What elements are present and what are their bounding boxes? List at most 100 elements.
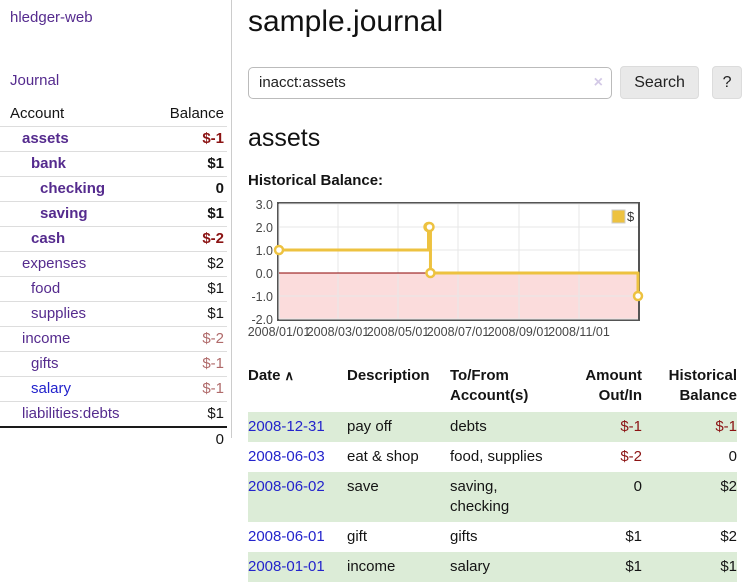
register-header-row: Date ∧ Description To/From Account(s) Amo… xyxy=(248,364,737,412)
sidebar-account-link[interactable]: cash xyxy=(31,230,66,247)
x-axis-tick-label: 2008/03/01 xyxy=(306,325,370,339)
sidebar-account-balance: 0 xyxy=(215,180,224,197)
sidebar-account-balance: $1 xyxy=(207,405,224,422)
x-axis-tick-label: 2008/07/01 xyxy=(426,325,490,339)
sidebar-account-row: checking 0 xyxy=(0,176,227,201)
sidebar-account-balance: $-1 xyxy=(202,355,224,372)
sidebar-account-link[interactable]: food xyxy=(31,280,61,297)
transaction-date-link[interactable]: 2008-06-01 xyxy=(248,528,325,545)
transaction-date-link[interactable]: 2008-06-03 xyxy=(248,448,325,465)
register-table: Date ∧ Description To/From Account(s) Amo… xyxy=(248,364,737,582)
column-header-date[interactable]: Date ∧ xyxy=(248,367,295,384)
transaction-amount: $1 xyxy=(625,558,642,575)
sidebar-account-link[interactable]: supplies xyxy=(31,305,87,322)
column-header-accounts: To/From Account(s) xyxy=(450,367,529,404)
transaction-description: save xyxy=(347,478,379,495)
sidebar-account-row: cash $-2 xyxy=(0,226,227,251)
y-axis-tick-label: 2.0 xyxy=(255,221,273,235)
sidebar-account-balance: $1 xyxy=(207,155,224,172)
y-axis-tick-label: -2.0 xyxy=(251,313,273,327)
sidebar-account-link[interactable]: expenses xyxy=(22,255,87,272)
x-axis-tick-label: 2008/05/01 xyxy=(366,325,430,339)
help-button[interactable]: ? xyxy=(712,66,742,99)
transaction-date-link[interactable]: 2008-06-02 xyxy=(248,478,325,495)
sidebar-account-row: saving $1 xyxy=(0,201,227,226)
transaction-balance: $-1 xyxy=(715,418,737,435)
column-header-balance: Historical Balance xyxy=(668,367,737,404)
sidebar-account-balance: $-2 xyxy=(202,230,224,247)
balance-column-header: Balance xyxy=(169,105,224,122)
sidebar-account-row: food $1 xyxy=(0,276,227,301)
column-header-amount: Amount Out/In xyxy=(585,367,642,404)
sidebar-account-row: salary $-1 xyxy=(0,376,227,401)
transaction-date-link[interactable]: 2008-01-01 xyxy=(248,558,325,575)
transaction-amount: $1 xyxy=(625,528,642,545)
historical-balance-chart: $ 3.0 2.0 1.0 0.0 -1.0 -2.0 2008/01/01 2008/03… xyxy=(248,198,742,342)
account-tree: assets $-1 bank $1 checking 0 saving $1 cash $-2 e… xyxy=(0,126,227,426)
sort-ascending-icon: ∧ xyxy=(284,368,295,383)
app-title-link[interactable]: hledger-web xyxy=(10,9,93,26)
sidebar-account-row: bank $1 xyxy=(0,151,227,176)
transaction-accounts: gifts xyxy=(450,528,478,545)
clear-search-icon[interactable]: × xyxy=(593,73,603,91)
y-axis-tick-label: 0.0 xyxy=(255,267,273,281)
transaction-amount: $-1 xyxy=(620,418,642,435)
table-row: 2008-12-31 pay off debts $-1 $-1 xyxy=(248,412,737,442)
account-table-header: Account Balance xyxy=(0,102,227,126)
sidebar-account-balance: $-1 xyxy=(202,380,224,397)
transaction-balance: $1 xyxy=(720,558,737,575)
sidebar-account-row: liabilities:debts $1 xyxy=(0,401,227,426)
chart-title: Historical Balance: xyxy=(248,172,384,189)
sidebar-account-link[interactable]: income xyxy=(22,330,71,347)
sidebar-account-link[interactable]: liabilities:debts xyxy=(22,405,120,422)
sidebar-total-value: 0 xyxy=(215,431,224,448)
account-page-title: assets xyxy=(248,124,321,152)
transaction-description: gift xyxy=(347,528,368,545)
sidebar-item-journal[interactable]: Journal xyxy=(10,72,60,89)
x-axis-tick-label: 2008/01/01 xyxy=(247,325,311,339)
sidebar-account-row: assets $-1 xyxy=(0,126,227,151)
sidebar: hledger-web Journal Account Balance asse… xyxy=(0,0,232,448)
sidebar-account-link[interactable]: saving xyxy=(40,205,88,222)
table-row: 2008-06-02 save saving, checking 0 $2 xyxy=(248,472,737,522)
sidebar-total-row: 0 xyxy=(0,426,227,452)
sidebar-account-link[interactable]: salary xyxy=(31,380,72,397)
transaction-date-link[interactable]: 2008-12-31 xyxy=(248,418,325,435)
sidebar-account-row: supplies $1 xyxy=(0,301,227,326)
chart-plot-area: $ xyxy=(273,202,644,321)
sidebar-account-link[interactable]: checking xyxy=(40,180,106,197)
table-row: 2008-01-01 income salary $1 $1 xyxy=(248,552,737,582)
y-axis-tick-label: 3.0 xyxy=(255,198,273,212)
transaction-balance: $2 xyxy=(720,478,737,495)
column-header-description: Description xyxy=(347,367,430,384)
main-content: sample.journal × Search ? assets Histori… xyxy=(248,0,742,582)
sidebar-account-link[interactable]: assets xyxy=(22,130,69,147)
sidebar-account-link[interactable]: bank xyxy=(31,155,67,172)
sidebar-account-row: income $-2 xyxy=(0,326,227,351)
account-column-header: Account xyxy=(10,105,65,122)
sidebar-account-link[interactable]: gifts xyxy=(31,355,59,372)
transaction-accounts: saving, checking xyxy=(450,478,510,515)
account-balance-table: Account Balance assets $-1 bank $1 checking 0… xyxy=(0,102,227,452)
search-input-wrapper: × xyxy=(248,66,612,99)
chart-canvas: $ xyxy=(273,203,644,320)
table-row: 2008-06-03 eat & shop food, supplies $-2 0 xyxy=(248,442,737,472)
sidebar-account-balance: $1 xyxy=(207,305,224,322)
search-button[interactable]: Search xyxy=(620,66,700,99)
table-row: 2008-06-01 gift gifts $1 $2 xyxy=(248,522,737,552)
transaction-description: pay off xyxy=(347,418,392,435)
search-input[interactable] xyxy=(248,66,612,99)
sidebar-account-balance: $-1 xyxy=(202,130,224,147)
transaction-amount: $-2 xyxy=(620,448,642,465)
x-axis-tick-label: 2008/09/01 xyxy=(487,325,551,339)
transaction-balance: 0 xyxy=(728,448,737,465)
transaction-accounts: food, supplies xyxy=(450,448,543,465)
transaction-accounts: salary xyxy=(450,558,491,575)
search-form: × Search ? xyxy=(248,66,742,99)
transaction-description: income xyxy=(347,558,396,575)
transaction-accounts: debts xyxy=(450,418,487,435)
x-axis-tick-label: 2008/11/01 xyxy=(548,325,610,339)
sidebar-account-balance: $1 xyxy=(207,205,224,222)
transaction-balance: $2 xyxy=(720,528,737,545)
register-table-body: 2008-12-31 pay off debts $-1 $-1 2008-06-03 ea… xyxy=(248,412,737,582)
